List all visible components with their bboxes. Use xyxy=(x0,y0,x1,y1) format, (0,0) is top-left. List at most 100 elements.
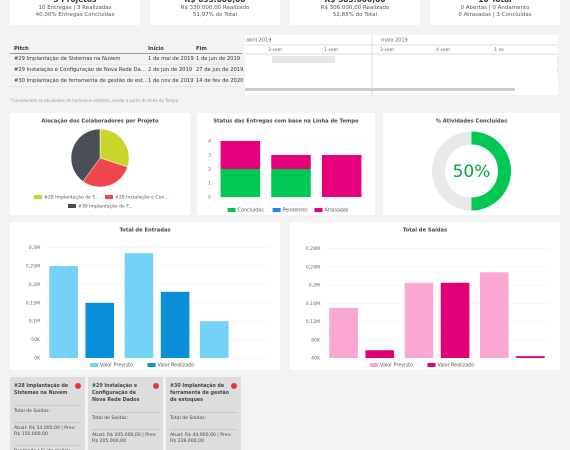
gantt-week: 3 sem xyxy=(380,47,395,53)
table-cell: #29 Instalação e Configuração de Nova Re… xyxy=(14,67,148,73)
bar xyxy=(199,321,229,358)
bar xyxy=(479,272,509,358)
kpi-card: 3 Projetos10 Entregas | 3 Realizadas40,0… xyxy=(10,0,140,25)
gantt-week: 1 sem xyxy=(324,47,339,53)
y-tick-label: 0,12M xyxy=(306,319,320,325)
y-tick-label: 0,2M xyxy=(29,282,40,288)
chart-title: % Atividades Concluídas xyxy=(436,118,507,125)
card-line: Atual: R$ 54.000,00 | Prev: R$ 150.000,0… xyxy=(14,421,81,439)
chart-panel: Alocação dos Colaboradores por Projeto #2… xyxy=(10,113,190,215)
bar-segment xyxy=(271,155,311,169)
kpi-line: 40,00% Entregas Concluídas xyxy=(35,12,115,18)
gantt-month: abril 2019 xyxy=(246,38,271,44)
y-tick-label: 50K xyxy=(31,337,41,343)
legend-label: Valor Realizado xyxy=(157,363,194,369)
status-dot xyxy=(231,383,237,389)
gantt-scrollbar[interactable] xyxy=(245,88,515,91)
legend-swatch xyxy=(227,208,236,212)
status-dot xyxy=(75,383,81,389)
chart-title: Status das Entregas com base na Linha de… xyxy=(213,119,359,125)
project-card: #30 Implantação de ferramenta de gestão … xyxy=(166,377,241,450)
bar xyxy=(49,266,78,358)
y-tick-label: 0K xyxy=(34,356,41,362)
project-card: #29 Instalação e Configuração de Nova Re… xyxy=(88,377,163,450)
legend-label: #28 Implantação de S... xyxy=(44,195,100,201)
bar xyxy=(516,356,545,358)
kpi-card: R$ 635.000,00R$ 330.000,00 Realizado51,9… xyxy=(150,0,280,25)
table-cell: #29 Implantação de Sistemas na Nuvem xyxy=(14,56,121,62)
chart: Total de Saídas 40K 80K 0,12M 0,16M 0,2M 0,24M… xyxy=(306,227,550,369)
table-cell: 27 de jun de 2019 xyxy=(196,67,244,73)
status-dot xyxy=(153,383,159,389)
y-tick-label: 0 xyxy=(208,195,211,201)
table-cell: 2 de jun de 2019 xyxy=(148,67,193,73)
chart: Status das Entregas com base na Linha de… xyxy=(208,119,367,214)
chart-panel: Status das Entregas com base na Linha de… xyxy=(197,113,375,215)
card-line: Atual: R$ 44.000,00 | Prev: R$ 228.000,0… xyxy=(170,428,237,446)
y-tick-label: 80K xyxy=(311,337,321,343)
donut-arc xyxy=(471,131,511,211)
legend-swatch xyxy=(370,363,379,367)
legend-label: #29 Instalação e Con... xyxy=(115,195,169,201)
donut-label: 50% xyxy=(453,162,491,182)
kpi-value: R$ 583.000,00 xyxy=(290,0,420,4)
bar xyxy=(124,253,154,358)
legend-label: Concluídas xyxy=(238,207,265,214)
kpi-line: 10 Entregas | 3 Realizadas xyxy=(38,4,112,11)
legend-swatch xyxy=(90,363,99,367)
card-line: Total de Saídas: xyxy=(14,405,81,416)
legend-swatch xyxy=(34,195,42,199)
y-tick-label: 4 xyxy=(208,139,211,145)
y-tick-label: 3 xyxy=(208,153,211,159)
kpi-line: R$ 330.000,00 Realizado xyxy=(180,4,250,11)
gantt-bar xyxy=(272,56,335,63)
kpi-value: R$ 635.000,00 xyxy=(150,0,280,4)
gantt-bar xyxy=(557,66,559,73)
chart-title: Alocação dos Colaboradores por Projeto xyxy=(41,119,159,125)
project-card: #28 Implantação de Sistemas na Nuvem Tota… xyxy=(10,377,85,450)
y-tick-label: 0,1M xyxy=(29,319,40,325)
bar xyxy=(329,307,358,358)
bar-segment xyxy=(220,169,261,197)
table-row: #30 Implantação de ferramenta de gestão … xyxy=(10,76,244,87)
card-line: Realizado / Custo (mês): 35,96% xyxy=(14,444,81,450)
y-tick-label: 0,24M xyxy=(306,264,320,270)
pie-slice xyxy=(70,128,101,182)
bar-segment xyxy=(271,169,311,197)
pie-slice xyxy=(82,157,128,188)
gantt-week: 3 sem xyxy=(268,47,283,53)
legend-swatch xyxy=(272,208,281,212)
bar xyxy=(404,282,434,358)
column-header: Pitch xyxy=(14,45,29,52)
card-line: Total de Saídas: xyxy=(170,412,237,423)
legend-label: Valor Previsto xyxy=(100,363,133,369)
y-tick-label: 0,28M xyxy=(306,246,320,252)
legend-swatch xyxy=(427,363,436,367)
y-tick-label: 0,25M xyxy=(26,264,40,270)
kpi-line: 52,83% do Total xyxy=(332,12,378,18)
chart-panel: % Atividades Concluídas 50% xyxy=(383,113,560,215)
gantt-week: 4 sem xyxy=(436,47,451,53)
table-cell: 14 de fev de 2020 xyxy=(196,78,244,84)
footnote: *Considerado as atividades de homem-a-re… xyxy=(10,98,179,103)
y-tick-label: 2 xyxy=(208,167,211,173)
chart: Alocação dos Colaboradores por Projeto #2… xyxy=(34,119,169,210)
y-tick-label: 0,2M xyxy=(309,283,320,289)
column-header: Fim xyxy=(196,45,207,52)
bar-segment xyxy=(220,141,261,169)
gantt: abril 2019 maio 2019 3 sem 1 sem 3 sem 4 sem 1… xyxy=(245,35,559,95)
card-title: #30 Implantação de ferramenta de gestão … xyxy=(170,384,229,403)
gantt-month: maio 2019 xyxy=(381,38,408,44)
table-cell: 1 de nov de 2019 xyxy=(148,78,194,84)
legend-swatch xyxy=(147,363,156,367)
table-row: #29 Implantação de Sistemas na Nuvem 1 de… xyxy=(10,54,242,65)
card-title: #28 Implantação de Sistemas na Nuvem xyxy=(14,384,69,396)
legend-label: Valor Previsto xyxy=(380,363,413,369)
y-tick-label: 0,15M xyxy=(26,300,40,306)
chart-title: Total de Saídas xyxy=(403,227,447,234)
kpi-line: 0 Atrasadas | 3 Concluídas xyxy=(458,12,532,18)
table-cell: #30 Implantação de ferramenta de gestão … xyxy=(14,78,148,84)
y-tick-label: 40K xyxy=(311,356,321,362)
